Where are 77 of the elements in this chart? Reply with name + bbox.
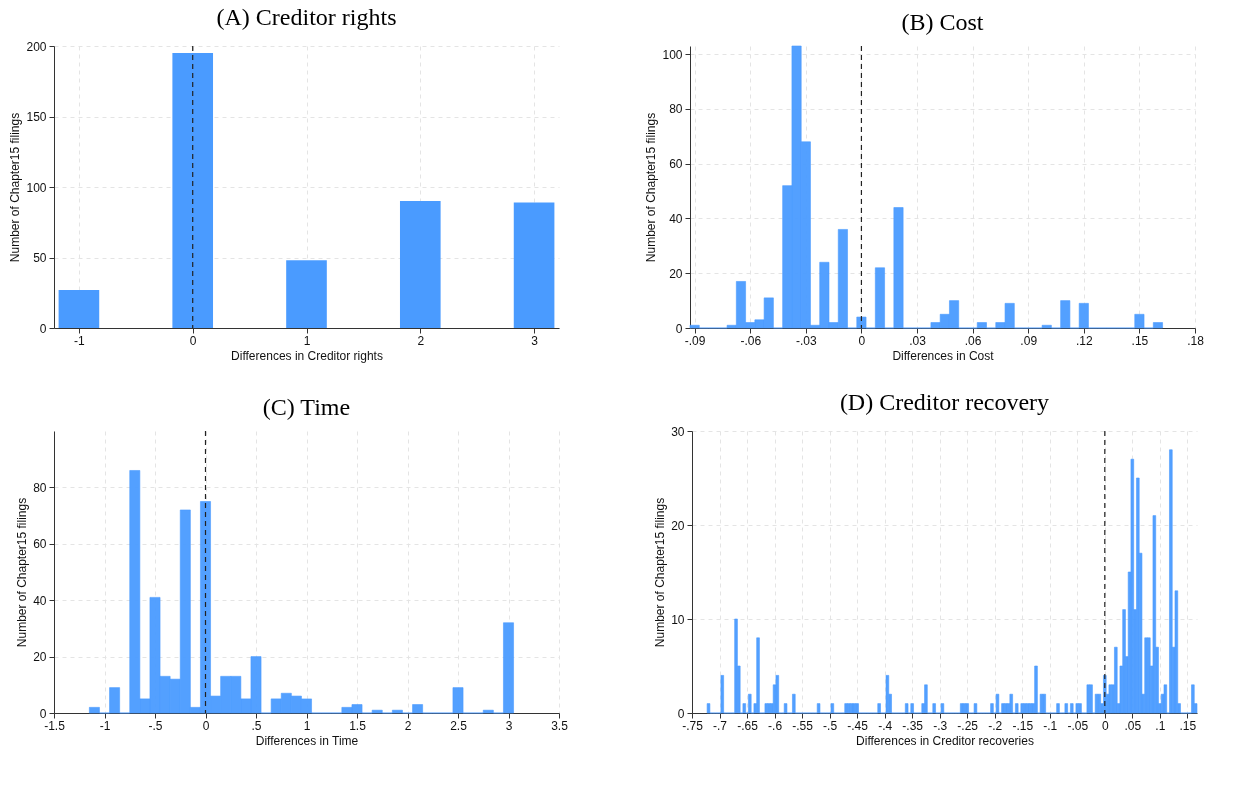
x-tick-label: -.03: [795, 333, 817, 348]
x-tick-label: -.35: [902, 718, 924, 733]
x-tick-label: -.5: [823, 718, 838, 733]
x-tick-label: 1: [303, 333, 311, 348]
y-tick-label: 0: [39, 321, 47, 336]
x-tick-label: -.45: [847, 718, 869, 733]
y-tick-label: 100: [662, 47, 683, 62]
y-tick-label: 40: [33, 593, 47, 608]
x-tick-label: .03: [909, 333, 927, 348]
x-tick-label: -.05: [1067, 718, 1089, 733]
x-tick-label: 3: [531, 333, 539, 348]
x-tick-label: 3: [505, 718, 513, 733]
x-tick-label: -1: [99, 718, 111, 733]
y-axis-title: Number of Chapter15 filings: [644, 112, 659, 263]
x-axis-title: Differences in Creditor rights: [231, 348, 383, 363]
x-tick-label: .1: [1155, 718, 1166, 733]
chart-title: (A) Creditor rights: [216, 4, 397, 30]
y-tick-label: 0: [39, 706, 47, 721]
x-tick-label: -.7: [713, 718, 728, 733]
x-tick-label: .12: [1075, 333, 1093, 348]
y-axis-title: Number of Chapter15 filings: [653, 497, 668, 648]
y-tick-label: 0: [677, 706, 685, 721]
x-tick-label: .09: [1020, 333, 1038, 348]
y-tick-label: 100: [26, 180, 47, 195]
x-tick-label: .06: [964, 333, 982, 348]
x-tick-label: -1: [74, 333, 86, 348]
x-tick-label: -.3: [933, 718, 948, 733]
x-tick-label: -1.5: [44, 718, 66, 733]
y-tick-label: 30: [671, 424, 685, 439]
x-tick-label: .18: [1187, 333, 1205, 348]
x-tick-label: 0: [202, 718, 210, 733]
x-tick-label: 2: [417, 333, 425, 348]
chart-title: (D) Creditor recovery: [839, 389, 1050, 415]
x-tick-label: -.65: [737, 718, 759, 733]
x-tick-label: -.06: [740, 333, 762, 348]
y-tick-label: 60: [669, 157, 683, 172]
x-axis-title: Differences in Cost: [892, 348, 995, 363]
x-tick-label: -.25: [957, 718, 979, 733]
x-tick-label: 1: [303, 718, 311, 733]
y-tick-label: 40: [669, 211, 683, 226]
x-tick-label: 0: [1101, 718, 1109, 733]
x-tick-label: -.2: [988, 718, 1003, 733]
x-tick-label: -.09: [684, 333, 706, 348]
x-tick-label: 0: [189, 333, 197, 348]
y-tick-label: 0: [675, 321, 683, 336]
x-tick-label: .5: [251, 718, 262, 733]
y-tick-label: 80: [669, 102, 683, 117]
y-axis-title: Number of Chapter15 filings: [15, 497, 30, 648]
chart-title: (B) Cost: [901, 9, 984, 36]
y-tick-label: 150: [26, 110, 47, 124]
y-axis-title: Number of Chapter15 filings: [8, 112, 23, 263]
y-tick-label: 200: [26, 39, 47, 54]
x-tick-label: 2.5: [450, 718, 468, 733]
x-tick-label: -.55: [792, 718, 814, 733]
x-tick-label: -.6: [768, 718, 783, 733]
y-tick-label: 50: [33, 251, 47, 265]
y-tick-label: 60: [33, 537, 47, 552]
x-tick-label: -.1: [1043, 718, 1058, 733]
y-tick-label: 20: [33, 650, 47, 665]
x-tick-label: 3.5: [551, 718, 569, 733]
x-tick-label: .05: [1124, 718, 1142, 733]
x-tick-label: .15: [1131, 333, 1149, 348]
x-tick-label: -.15: [1012, 718, 1034, 733]
x-tick-label: 0: [858, 333, 866, 348]
y-tick-label: 80: [33, 480, 47, 495]
chart-title: (C) Time: [262, 394, 351, 421]
y-tick-label: 20: [671, 518, 685, 533]
x-axis-title: Differences in Creditor recoveries: [856, 733, 1034, 748]
x-tick-label: 1.5: [349, 718, 367, 733]
x-tick-label: -.5: [148, 718, 163, 733]
x-tick-label: 2: [404, 718, 412, 733]
x-axis-title: Differences in Time: [255, 733, 359, 748]
x-tick-label: -.75: [682, 718, 704, 733]
x-tick-label: .15: [1179, 718, 1197, 733]
x-tick-label: -.4: [878, 718, 893, 733]
y-tick-label: 20: [669, 266, 683, 281]
y-tick-label: 10: [671, 612, 685, 627]
